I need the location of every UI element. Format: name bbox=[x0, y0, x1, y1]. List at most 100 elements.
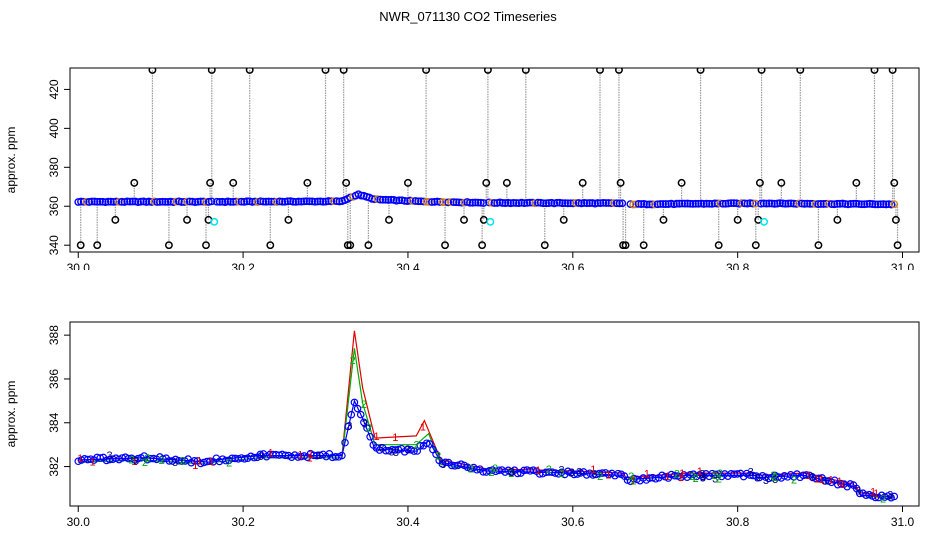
series-glyph-1: 1 bbox=[818, 474, 824, 486]
flagged-point bbox=[870, 68, 879, 74]
flagged-point bbox=[460, 215, 468, 224]
baseline-point bbox=[202, 198, 210, 206]
bottom-y-tick-label: 384 bbox=[47, 412, 61, 432]
series-point bbox=[250, 453, 258, 462]
series-glyph-2: 2 bbox=[546, 464, 552, 476]
series-glyph-1: 1 bbox=[308, 449, 314, 461]
series-glyph-1: 1 bbox=[814, 474, 820, 486]
baseline-point bbox=[446, 198, 455, 206]
baseline-point bbox=[868, 200, 877, 208]
flagged-point bbox=[346, 241, 355, 250]
baseline-point bbox=[430, 197, 439, 206]
baseline-point bbox=[319, 197, 327, 206]
baseline-point bbox=[449, 198, 458, 207]
flagged-point bbox=[757, 68, 766, 74]
series-glyph-3: 3 bbox=[591, 469, 597, 481]
series-glyph-3: 3 bbox=[508, 466, 514, 478]
top-y-axis-label: approx. ppm bbox=[4, 127, 18, 194]
series-point bbox=[96, 454, 105, 462]
baseline-point bbox=[637, 200, 646, 208]
flagged-point bbox=[207, 68, 216, 74]
baseline-point bbox=[738, 199, 746, 207]
series-glyph-2: 2 bbox=[492, 463, 498, 475]
baseline-point bbox=[291, 197, 300, 206]
baseline-point bbox=[218, 197, 227, 206]
baseline-point bbox=[585, 199, 594, 207]
baseline-point bbox=[819, 200, 828, 208]
bottom-x-tick-label: 31.0 bbox=[891, 515, 915, 529]
series-glyph-2: 2 bbox=[350, 355, 356, 367]
series-glyph-1: 1 bbox=[420, 421, 426, 433]
baseline-point bbox=[797, 199, 806, 208]
baseline-point bbox=[675, 199, 684, 208]
series-glyph-1: 1 bbox=[192, 460, 198, 472]
flagged-point bbox=[888, 68, 897, 74]
series-glyph-2: 2 bbox=[880, 493, 886, 505]
flagged-point bbox=[621, 241, 630, 250]
series-glyph-1: 1 bbox=[836, 476, 842, 488]
baseline-point bbox=[846, 200, 855, 208]
series-point bbox=[256, 450, 265, 459]
series-point bbox=[341, 438, 349, 447]
series-point bbox=[394, 445, 403, 454]
series-point bbox=[614, 469, 622, 478]
baseline-point bbox=[713, 199, 722, 208]
top-x-tick-label: 30.0 bbox=[67, 261, 91, 270]
baseline-point bbox=[172, 197, 181, 206]
baseline-point bbox=[871, 200, 880, 209]
baseline-point bbox=[865, 199, 874, 208]
series-point bbox=[221, 456, 230, 465]
baseline-point bbox=[678, 199, 687, 208]
baseline-point bbox=[180, 198, 189, 206]
series-glyph-2: 2 bbox=[716, 474, 722, 486]
bottom-x-tick-label: 30.2 bbox=[231, 515, 255, 529]
series-point bbox=[356, 410, 365, 419]
series-glyph-3: 3 bbox=[362, 419, 368, 431]
baseline-point bbox=[610, 199, 619, 207]
series-glyph-2: 2 bbox=[674, 468, 680, 480]
baseline-point bbox=[185, 197, 194, 206]
baseline-point bbox=[441, 198, 450, 207]
baseline-point bbox=[444, 198, 453, 207]
baseline-point bbox=[719, 199, 727, 208]
baseline-point bbox=[436, 198, 444, 206]
baseline-point bbox=[327, 197, 336, 206]
baseline-point bbox=[161, 197, 170, 206]
baseline-point bbox=[789, 199, 798, 208]
baseline-point bbox=[425, 197, 434, 206]
series-glyph-1: 1 bbox=[392, 432, 398, 444]
series-glyph-3: 3 bbox=[822, 476, 828, 488]
flagged-point bbox=[714, 241, 723, 250]
baseline-point bbox=[724, 199, 733, 208]
baseline-point bbox=[841, 200, 850, 208]
top-y-tick-label: 380 bbox=[47, 157, 61, 177]
series-glyph-2: 2 bbox=[791, 474, 797, 486]
flagged-point bbox=[833, 215, 842, 224]
series-point bbox=[353, 404, 362, 413]
series-glyph-2: 2 bbox=[435, 451, 441, 463]
baseline-point bbox=[376, 195, 385, 204]
series-glyph-2: 2 bbox=[159, 455, 165, 467]
series-point bbox=[422, 439, 431, 448]
baseline-point bbox=[213, 197, 221, 206]
flagged-point bbox=[659, 215, 668, 224]
flagged-point bbox=[478, 241, 487, 250]
baseline-point bbox=[806, 199, 814, 208]
baseline-point bbox=[710, 199, 719, 208]
series-glyph-3: 3 bbox=[569, 467, 575, 479]
baseline-point bbox=[479, 199, 488, 207]
baseline-point bbox=[596, 199, 605, 208]
series-glyph-1: 1 bbox=[870, 486, 876, 498]
top-x-tick-label: 31.0 bbox=[891, 261, 915, 270]
baseline-point bbox=[604, 199, 613, 207]
baseline-point bbox=[618, 199, 627, 208]
baseline-point bbox=[368, 194, 376, 203]
baseline-point bbox=[863, 200, 871, 208]
series-glyph-2: 2 bbox=[770, 470, 776, 482]
flagged-point bbox=[559, 215, 568, 224]
series-glyph-1: 1 bbox=[605, 470, 611, 482]
baseline-point bbox=[827, 200, 836, 209]
top-x-tick-label: 30.8 bbox=[726, 261, 750, 270]
flagged-point bbox=[111, 215, 120, 224]
baseline-point bbox=[593, 199, 602, 207]
